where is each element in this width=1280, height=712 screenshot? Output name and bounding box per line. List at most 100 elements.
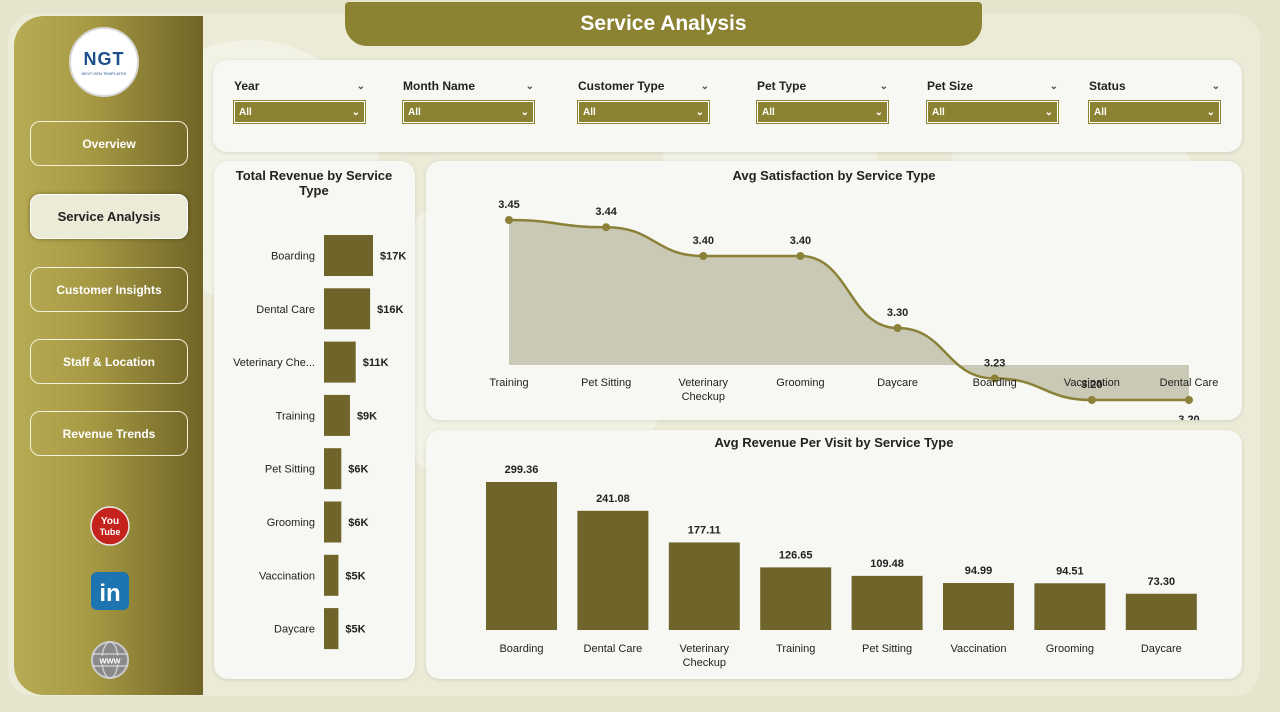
data-label: 3.40: [693, 235, 714, 247]
nav-customer-insights-button[interactable]: Customer Insights: [30, 267, 188, 312]
chevron-down-icon[interactable]: ⌄: [525, 80, 534, 92]
data-point: [602, 223, 611, 232]
category-label: Daycare: [274, 624, 315, 636]
linkedin-text: in: [99, 580, 120, 607]
series-line: [508, 218, 1189, 402]
month-name-dropdown[interactable]: All ⌄: [402, 100, 535, 124]
data-point: [796, 252, 805, 260]
youtube-icon[interactable]: You Tube: [89, 505, 131, 547]
category-label: Dental Care: [256, 304, 315, 316]
filter-panel: Year ⌄ All ⌄ Month Name ⌄ All ⌄ Customer Typ…: [213, 60, 1242, 152]
filter-label: Pet Size: [927, 79, 974, 93]
youtube-text: You: [101, 516, 119, 527]
data-label: $17K: [380, 251, 406, 263]
bar: [851, 575, 923, 630]
data-label: 241.08: [596, 493, 630, 505]
chart-title: Avg Satisfaction by Service Type: [732, 168, 936, 183]
year-dropdown[interactable]: All ⌄: [233, 100, 366, 124]
nav-staff-location-button[interactable]: Staff & Location: [30, 339, 188, 384]
youtube-text: Tube: [100, 527, 121, 537]
category-label: Vaccination: [259, 570, 315, 582]
bar: [577, 510, 649, 630]
chevron-down-icon: ⌄: [695, 106, 704, 118]
bar: [1125, 593, 1197, 630]
x-tick-label: Vaccination: [950, 643, 1006, 655]
chevron-down-icon[interactable]: ⌄: [879, 80, 888, 92]
filter-label: Year: [234, 79, 260, 93]
bar: [486, 482, 557, 630]
revenue-per-visit-bar-chart: 299.36 Boarding 241.08 Dental Care 177.11 Vet…: [486, 464, 1197, 669]
x-tick-label: Boarding: [499, 643, 543, 655]
data-label: 94.99: [965, 565, 993, 577]
linkedin-icon[interactable]: in: [89, 570, 131, 612]
filter-label: Customer Type: [578, 79, 665, 93]
filter-label: Month Name: [403, 79, 475, 93]
status-dropdown[interactable]: All ⌄: [1088, 100, 1221, 124]
pet-type-dropdown[interactable]: All ⌄: [756, 100, 889, 124]
chevron-down-icon[interactable]: ⌄: [1211, 80, 1220, 92]
nav-revenue-trends-button[interactable]: Revenue Trends: [30, 411, 188, 456]
x-tick-label: Pet Sitting: [862, 643, 912, 655]
chevron-down-icon: ⌄: [1044, 106, 1053, 118]
chevron-down-icon[interactable]: ⌄: [356, 80, 365, 92]
chevron-down-icon[interactable]: ⌄: [1049, 80, 1058, 92]
filter-value: All: [1094, 106, 1107, 118]
chevron-down-icon: ⌄: [520, 106, 529, 118]
data-label: 3.30: [887, 307, 908, 319]
data-label: $6K: [348, 464, 368, 476]
bar: [760, 567, 832, 630]
data-label: 177.11: [688, 524, 721, 536]
data-label: 299.36: [505, 464, 539, 476]
filter-value: All: [408, 106, 421, 118]
data-label: 3.20: [1178, 414, 1199, 420]
filter-customer-type: Customer Type ⌄ All ⌄: [577, 76, 710, 124]
filter-pet-type: Pet Type ⌄ All ⌄: [756, 76, 889, 124]
filter-year: Year ⌄ All ⌄: [233, 76, 366, 124]
nav-service-analysis-button[interactable]: Service Analysis: [30, 194, 188, 239]
nav-label: Customer Insights: [56, 282, 162, 297]
bar: [943, 583, 1014, 630]
x-tick-label: Dental Care: [584, 643, 643, 655]
revenue-per-visit-card: Avg Revenue Per Visit by Service Type 29…: [426, 430, 1242, 679]
customer-type-dropdown[interactable]: All ⌄: [577, 100, 710, 124]
bar: [324, 288, 371, 330]
bar: [324, 394, 350, 436]
nav-label: Service Analysis: [57, 209, 161, 224]
x-tick-label: Grooming: [1046, 643, 1094, 655]
data-label: $16K: [377, 304, 403, 316]
nav-label: Overview: [82, 136, 136, 151]
data-label: $6K: [348, 517, 368, 529]
bar: [324, 448, 342, 490]
nav-overview-button[interactable]: Overview: [30, 121, 188, 166]
page-title-bar: Service Analysis: [345, 2, 982, 46]
chevron-down-icon[interactable]: ⌄: [700, 80, 709, 92]
data-label: $5K: [345, 624, 365, 636]
chevron-down-icon: ⌄: [351, 106, 360, 118]
x-tick-label: Dental Care: [1160, 377, 1219, 389]
nav-label: Staff & Location: [63, 354, 155, 369]
data-label: 3.45: [498, 199, 519, 211]
category-label: Veterinary Che...: [233, 357, 315, 369]
x-tick-label: Vaccination: [1064, 377, 1120, 389]
filter-value: All: [762, 106, 775, 118]
bar: [668, 542, 740, 630]
filter-value: All: [583, 106, 596, 118]
chevron-down-icon: ⌄: [1206, 106, 1215, 118]
data-label: 94.51: [1056, 565, 1084, 577]
page-title: Service Analysis: [580, 12, 747, 35]
x-tick-label: Veterinary: [679, 377, 729, 389]
filter-pet-size: Pet Size ⌄ All ⌄: [926, 76, 1059, 124]
x-tick-label: Grooming: [776, 377, 824, 389]
data-point: [699, 252, 708, 260]
x-tick-label: Boarding: [973, 377, 1017, 389]
x-tick-label: Veterinary: [680, 643, 730, 655]
nav-label: Revenue Trends: [62, 426, 156, 441]
bar: [324, 341, 356, 383]
bar: [324, 501, 342, 543]
category-label: Training: [276, 410, 315, 422]
web-globe-icon[interactable]: www: [89, 639, 131, 681]
chevron-down-icon: ⌄: [874, 106, 883, 118]
pet-size-dropdown[interactable]: All ⌄: [926, 100, 1059, 124]
bar: [1034, 583, 1106, 630]
revenue-by-service-card: Total Revenue by Service Type Boarding $1…: [214, 161, 415, 679]
